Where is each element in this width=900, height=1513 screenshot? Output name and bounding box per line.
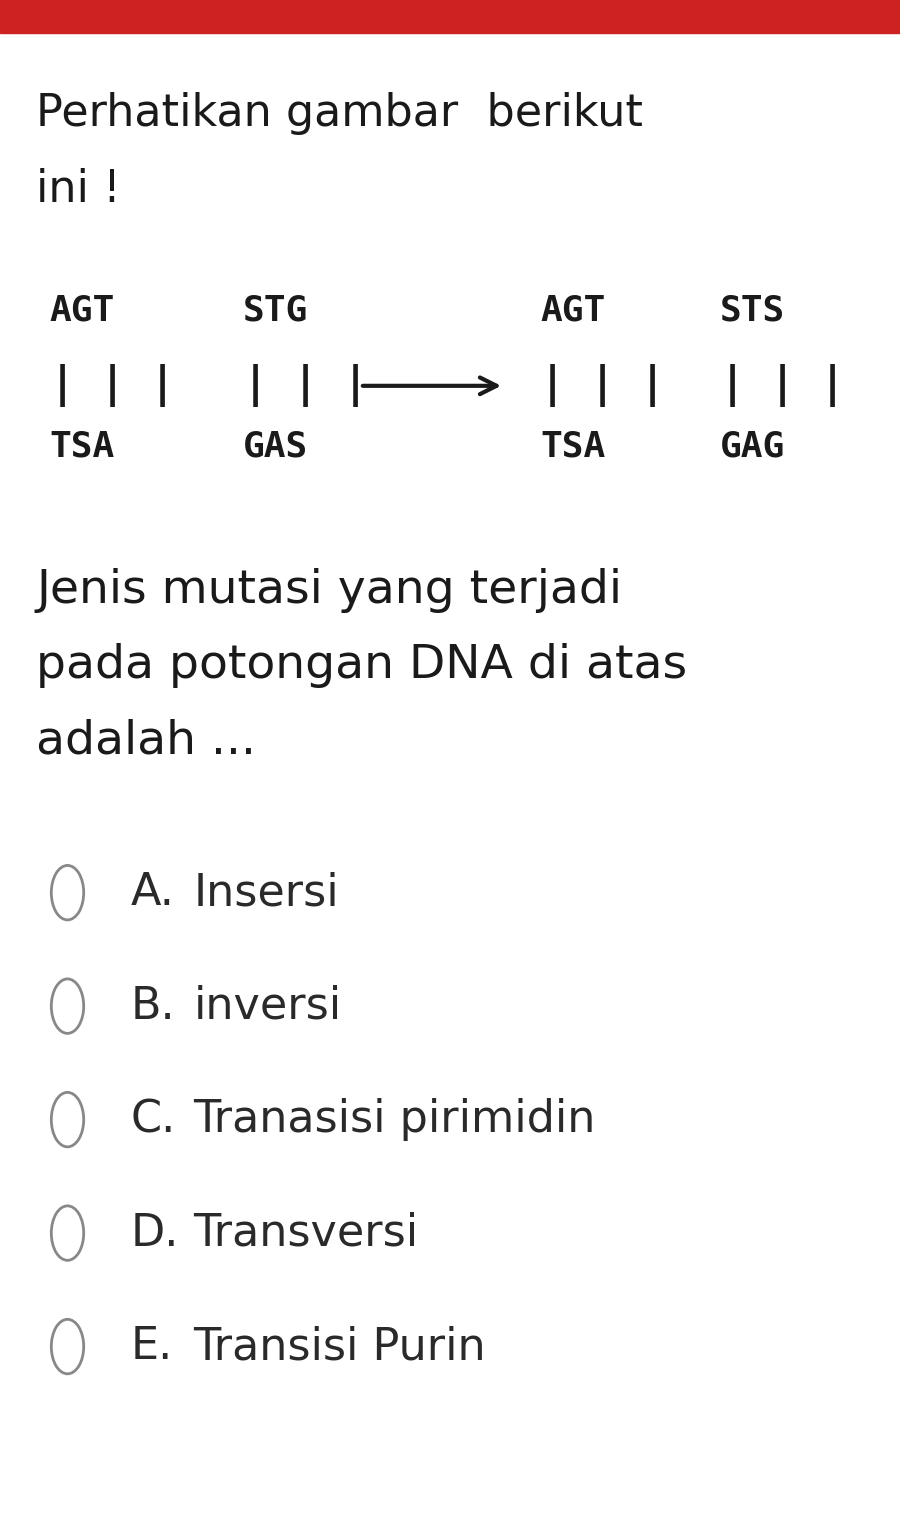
Text: | | |: | | | xyxy=(243,365,368,407)
Text: Jenis mutasi yang terjadi: Jenis mutasi yang terjadi xyxy=(36,567,622,613)
Text: TSA: TSA xyxy=(50,430,115,463)
Text: Tranasisi pirimidin: Tranasisi pirimidin xyxy=(194,1098,596,1141)
Bar xyxy=(0,0,900,33)
Text: adalah ...: adalah ... xyxy=(36,719,256,764)
Text: pada potongan DNA di atas: pada potongan DNA di atas xyxy=(36,643,687,688)
Text: TSA: TSA xyxy=(540,430,605,463)
Text: AGT: AGT xyxy=(50,294,115,327)
Text: Transversi: Transversi xyxy=(194,1212,418,1254)
Text: | | |: | | | xyxy=(720,365,845,407)
Text: Insersi: Insersi xyxy=(194,871,339,914)
Text: STG: STG xyxy=(243,294,308,327)
Text: E.: E. xyxy=(130,1325,173,1368)
Text: C.: C. xyxy=(130,1098,176,1141)
Text: GAS: GAS xyxy=(243,430,308,463)
Text: | | |: | | | xyxy=(540,365,665,407)
Text: STS: STS xyxy=(720,294,785,327)
Text: Perhatikan gambar  berikut: Perhatikan gambar berikut xyxy=(36,92,643,135)
Text: | | |: | | | xyxy=(50,365,175,407)
Text: A.: A. xyxy=(130,871,175,914)
Text: inversi: inversi xyxy=(194,985,342,1027)
Text: D.: D. xyxy=(130,1212,179,1254)
Text: GAG: GAG xyxy=(720,430,785,463)
Text: AGT: AGT xyxy=(540,294,605,327)
Text: Transisi Purin: Transisi Purin xyxy=(194,1325,486,1368)
Text: B.: B. xyxy=(130,985,176,1027)
Text: ini !: ini ! xyxy=(36,168,121,210)
